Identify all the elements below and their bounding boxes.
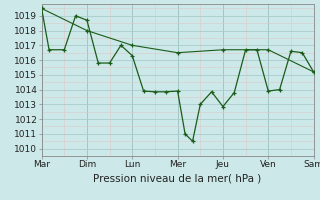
X-axis label: Pression niveau de la mer( hPa ): Pression niveau de la mer( hPa ) bbox=[93, 173, 262, 183]
